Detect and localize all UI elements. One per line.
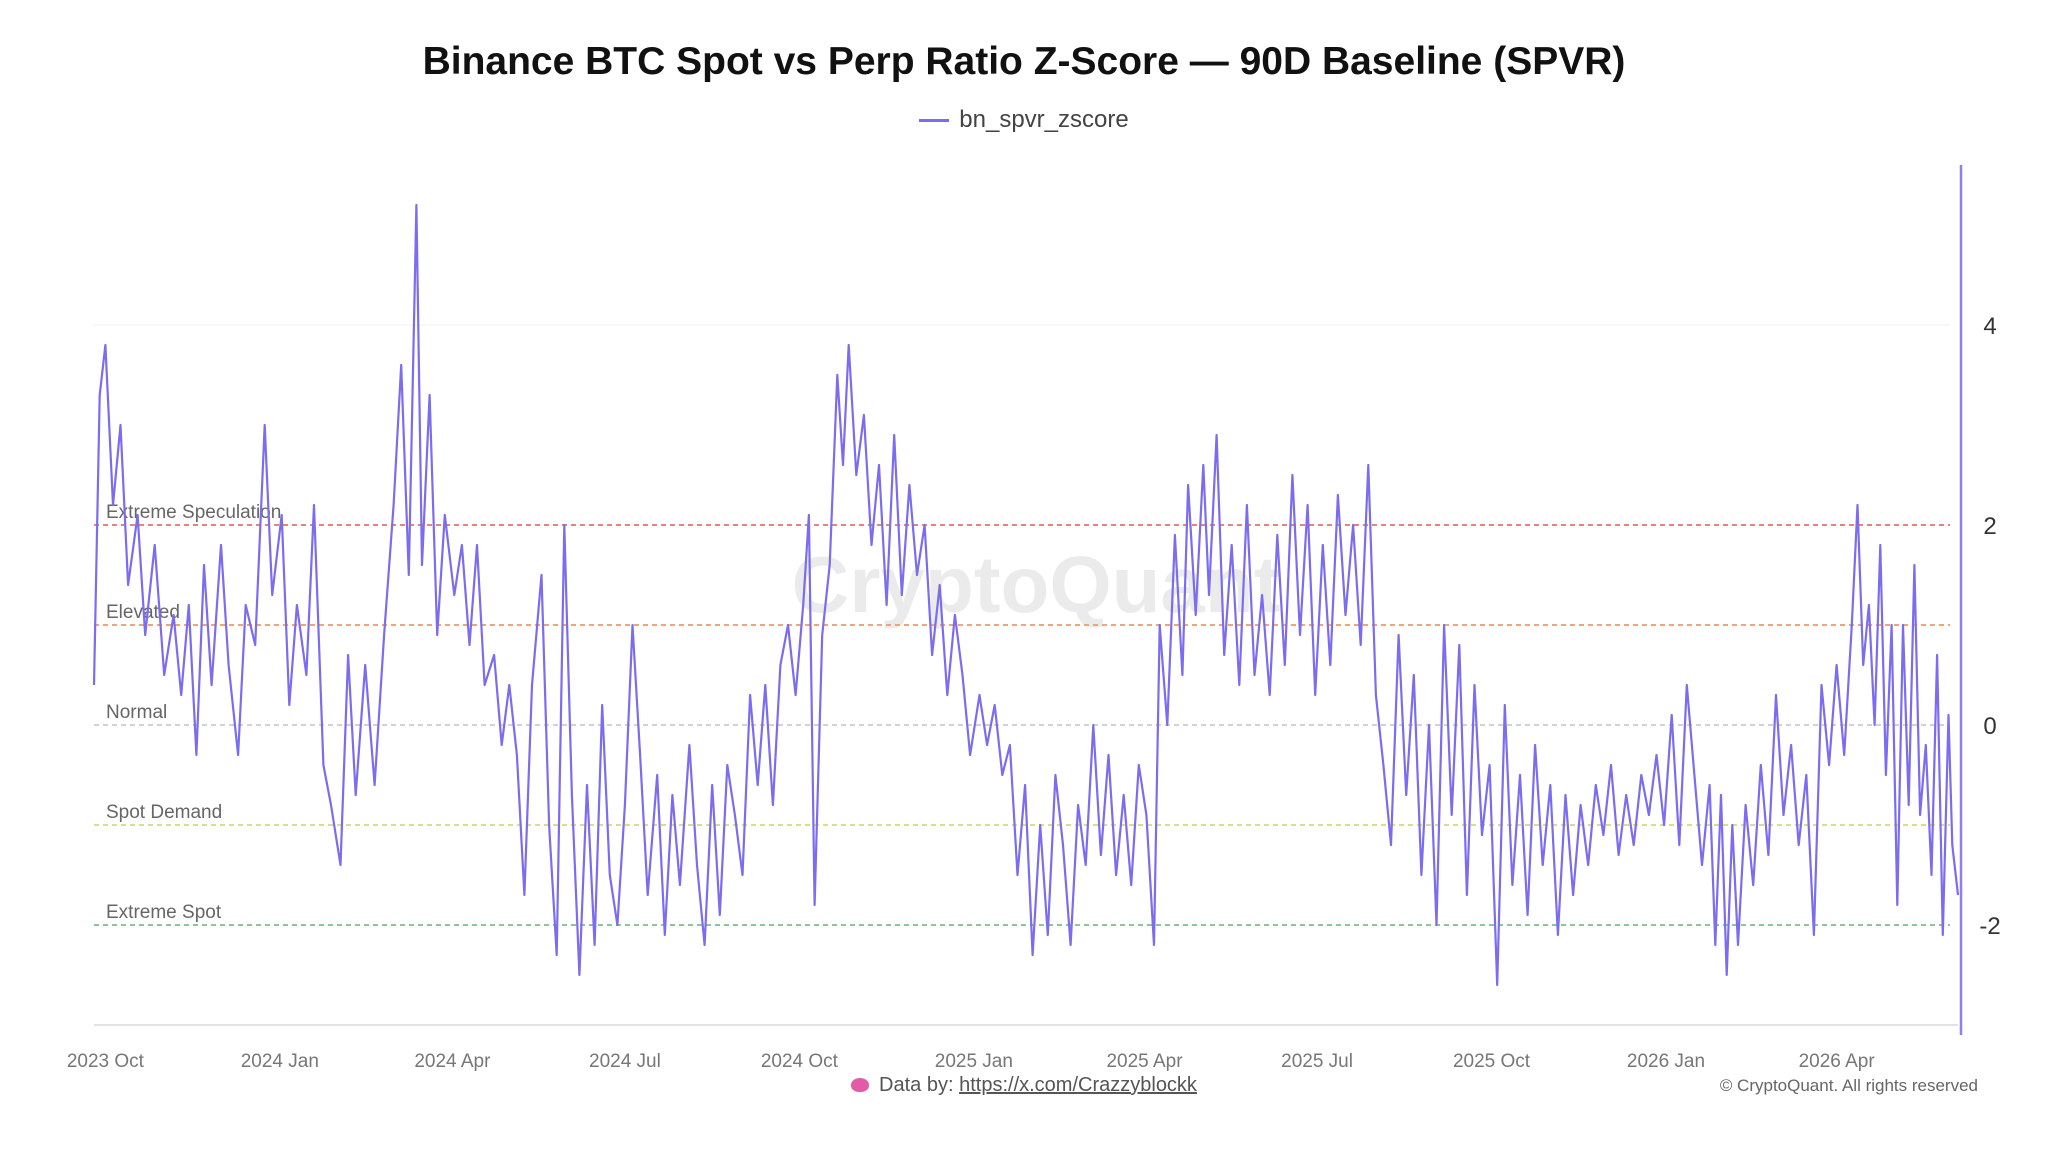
reference-label: Spot Demand	[106, 802, 222, 823]
data-source-link[interactable]: https://x.com/Crazzyblockk	[959, 1074, 1197, 1096]
y-tick-label: 0	[1983, 713, 1996, 740]
y-tick-label: 2	[1983, 513, 1996, 540]
x-tick-label: 2025 Jan	[935, 1051, 1013, 1072]
x-tick-label: 2025 Apr	[1106, 1051, 1183, 1072]
x-tick-label: 2026 Apr	[1799, 1051, 1876, 1072]
reference-label: Extreme Speculation	[106, 502, 281, 523]
y-tick-label: 4	[1983, 313, 1996, 340]
x-tick-label: 2025 Oct	[1453, 1051, 1531, 1072]
reference-label: Normal	[106, 702, 167, 723]
legend-label: bn_spvr_zscore	[959, 106, 1129, 133]
chart-legend[interactable]: bn_spvr_zscore	[0, 106, 2048, 134]
chart-title: Binance BTC Spot vs Perp Ratio Z-Score —…	[422, 40, 1626, 83]
x-tick-label: 2024 Jul	[589, 1051, 661, 1072]
x-tick-label: 2026 Jan	[1627, 1051, 1705, 1072]
x-tick-label: 2023 Oct	[67, 1051, 145, 1072]
data-credit: Data by: https://x.com/Crazzyblockk	[0, 1074, 2048, 1097]
brain-icon	[851, 1078, 870, 1092]
data-by-label: Data by:	[879, 1074, 954, 1096]
x-tick-label: 2025 Jul	[1281, 1051, 1353, 1072]
reference-label: Extreme Spot	[106, 902, 222, 923]
x-tick-label: 2024 Oct	[761, 1051, 839, 1072]
series-line	[92, 203, 1960, 987]
legend-swatch	[919, 118, 950, 122]
copyright-notice: © CryptoQuant. All rights reserved	[1719, 1076, 1978, 1095]
x-tick-label: 2024 Jan	[241, 1051, 319, 1072]
y-tick-label: -2	[1979, 913, 2000, 940]
x-tick-label: 2024 Apr	[414, 1051, 491, 1072]
